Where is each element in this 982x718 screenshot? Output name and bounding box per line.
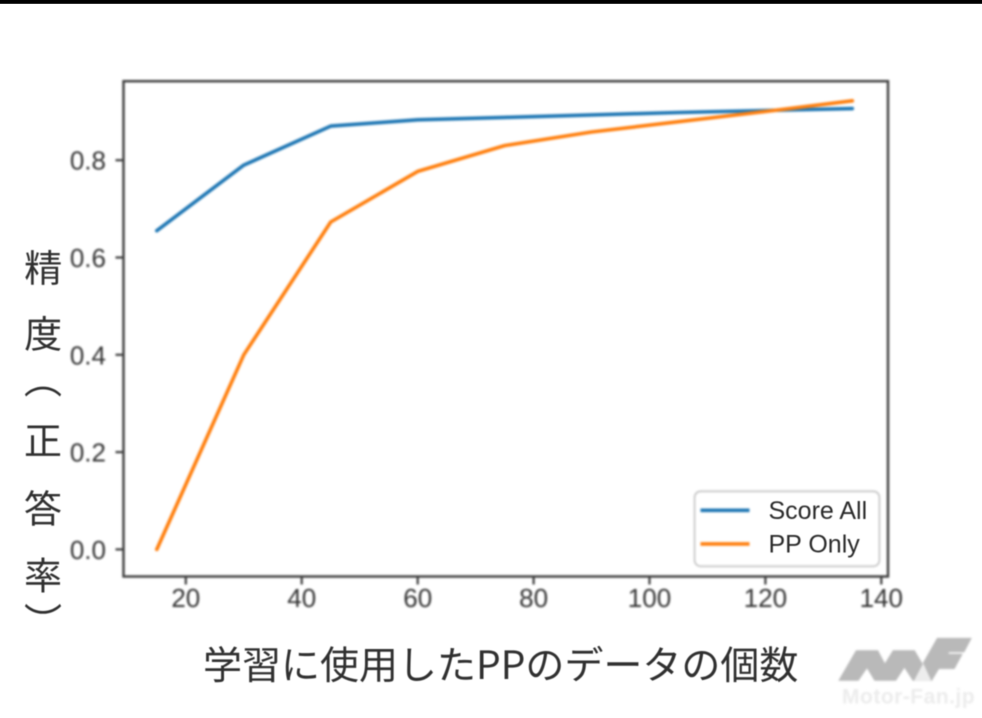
svg-text:60: 60 — [403, 583, 432, 613]
svg-text:100: 100 — [628, 583, 671, 613]
svg-text:120: 120 — [744, 583, 787, 613]
svg-text:40: 40 — [287, 583, 316, 613]
svg-text:Score All: Score All — [769, 497, 868, 525]
svg-text:0.0: 0.0 — [70, 535, 106, 565]
svg-text:140: 140 — [860, 583, 903, 613]
svg-text:0.8: 0.8 — [70, 146, 106, 176]
svg-text:PP Only: PP Only — [769, 531, 861, 559]
svg-text:80: 80 — [519, 583, 548, 613]
svg-text:Motor-Fan.jp: Motor-Fan.jp — [842, 686, 975, 709]
svg-text:20: 20 — [171, 583, 200, 613]
svg-text:0.4: 0.4 — [70, 340, 106, 370]
svg-text:0.6: 0.6 — [70, 243, 106, 273]
svg-text:0.2: 0.2 — [70, 438, 106, 468]
